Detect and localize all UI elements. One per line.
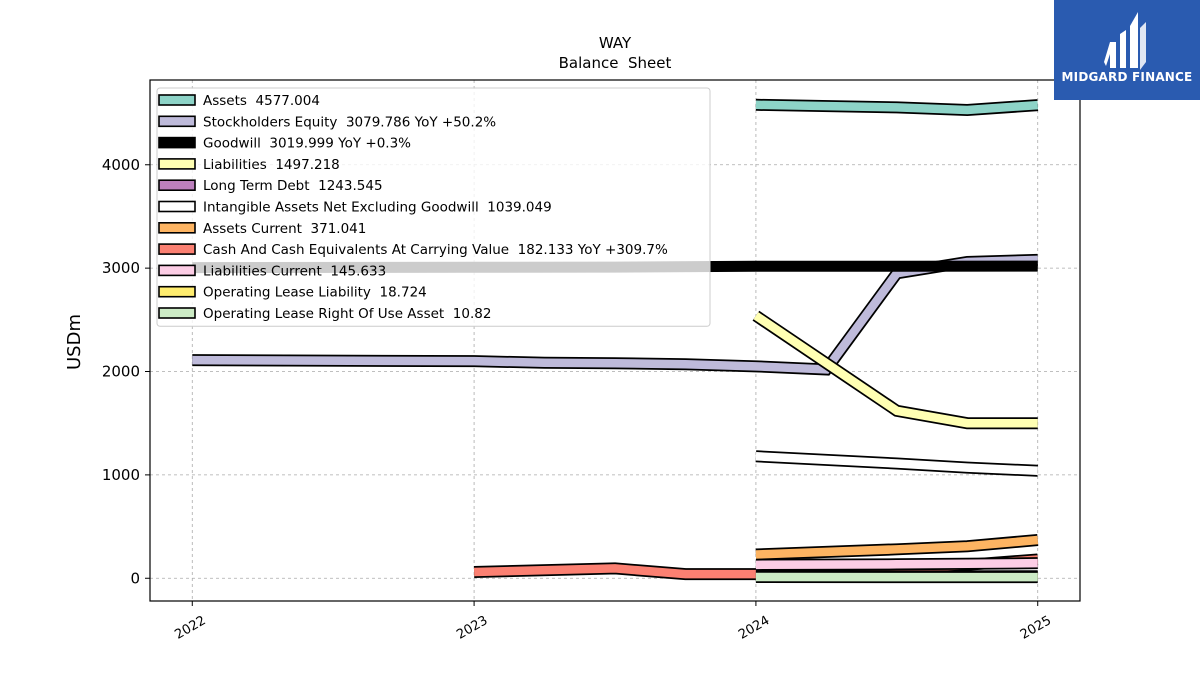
y-axis-label: USDm bbox=[64, 314, 85, 370]
series-fill bbox=[755, 535, 1039, 559]
legend-swatch bbox=[158, 136, 196, 149]
legend-label: Operating Lease Right Of Use Asset 10.82 bbox=[203, 306, 491, 322]
legend-entry: Operating Lease Liability 18.724 bbox=[158, 285, 427, 301]
legend-entry: Liabilities 1497.218 bbox=[158, 157, 340, 173]
series-fill bbox=[755, 452, 1038, 475]
legend-entry: Assets 4577.004 bbox=[158, 93, 320, 109]
legend-entry: Assets Current 371.041 bbox=[158, 221, 366, 237]
legend-label: Operating Lease Liability 18.724 bbox=[203, 285, 427, 301]
legend: Assets 4577.004 Stockholders Equity 3079.… bbox=[156, 87, 711, 327]
series-fill bbox=[755, 100, 1039, 115]
legend-entry: Operating Lease Right Of Use Asset 10.82 bbox=[158, 306, 491, 322]
midgard-finance-logo: MIDGARD FINANCE bbox=[1054, 0, 1200, 100]
legend-swatch bbox=[158, 285, 196, 298]
legend-swatch bbox=[158, 264, 196, 277]
legend-swatch bbox=[158, 158, 196, 170]
series-line-3 bbox=[752, 310, 1038, 430]
legend-swatch bbox=[158, 115, 196, 128]
x-tick-label: 2024 bbox=[736, 613, 772, 643]
x-tick-label: 2022 bbox=[172, 613, 208, 643]
legend-entry: Long Term Debt 1243.545 bbox=[158, 178, 383, 194]
plot-area-frame bbox=[149, 79, 1081, 602]
x-tick-label: 2025 bbox=[1018, 613, 1054, 643]
legend-label: Stockholders Equity 3079.786 YoY +50.2% bbox=[203, 114, 496, 130]
series-line-8 bbox=[755, 557, 1038, 571]
legend-label: Assets Current 371.041 bbox=[203, 221, 366, 237]
legend-label: Liabilities 1497.218 bbox=[203, 157, 340, 173]
legend-label: Assets 4577.004 bbox=[203, 93, 320, 109]
y-tick-label: 4000 bbox=[102, 156, 140, 174]
chart-subtitle: Balance Sheet bbox=[559, 54, 672, 72]
x-tick-label: 2023 bbox=[454, 613, 490, 643]
legend-entry: Intangible Assets Net Excluding Goodwill… bbox=[158, 200, 552, 216]
legend-swatch bbox=[158, 307, 196, 319]
legend-label: Cash And Cash Equivalents At Carrying Va… bbox=[203, 242, 668, 258]
legend-entry: Goodwill 3019.999 YoY +0.3% bbox=[158, 136, 411, 152]
y-tick-label: 3000 bbox=[102, 259, 140, 277]
series-line-6 bbox=[755, 534, 1039, 561]
series-fill bbox=[753, 312, 1038, 428]
legend-swatch bbox=[158, 94, 196, 106]
chart-title: WAY bbox=[599, 34, 632, 52]
legend-swatch bbox=[158, 179, 196, 191]
series-line-0 bbox=[755, 98, 1039, 116]
legend-label: Intangible Assets Net Excluding Goodwill… bbox=[203, 200, 552, 216]
legend-swatch bbox=[158, 222, 196, 234]
legend-swatch bbox=[158, 243, 196, 255]
legend-box bbox=[156, 87, 711, 327]
series-line-5 bbox=[755, 450, 1038, 477]
legend-label: Long Term Debt 1243.545 bbox=[203, 178, 383, 194]
legend-entry: Liabilities Current 145.633 bbox=[158, 263, 386, 279]
brand-name: MIDGARD FINANCE bbox=[1061, 70, 1193, 84]
series-layer bbox=[192, 98, 1039, 584]
y-tick-label: 2000 bbox=[102, 363, 140, 381]
legend-entry: Cash And Cash Equivalents At Carrying Va… bbox=[158, 242, 668, 258]
legend-label: Goodwill 3019.999 YoY +0.3% bbox=[203, 136, 411, 152]
midgard-logo-mark-icon bbox=[1104, 12, 1146, 70]
series-fill bbox=[755, 558, 1038, 570]
y-tick-label: 0 bbox=[130, 569, 140, 587]
y-tick-label: 1000 bbox=[102, 466, 140, 484]
legend-swatch bbox=[158, 200, 196, 213]
legend-label: Liabilities Current 145.633 bbox=[203, 263, 386, 279]
legend-entry: Stockholders Equity 3079.786 YoY +50.2% bbox=[158, 114, 496, 130]
